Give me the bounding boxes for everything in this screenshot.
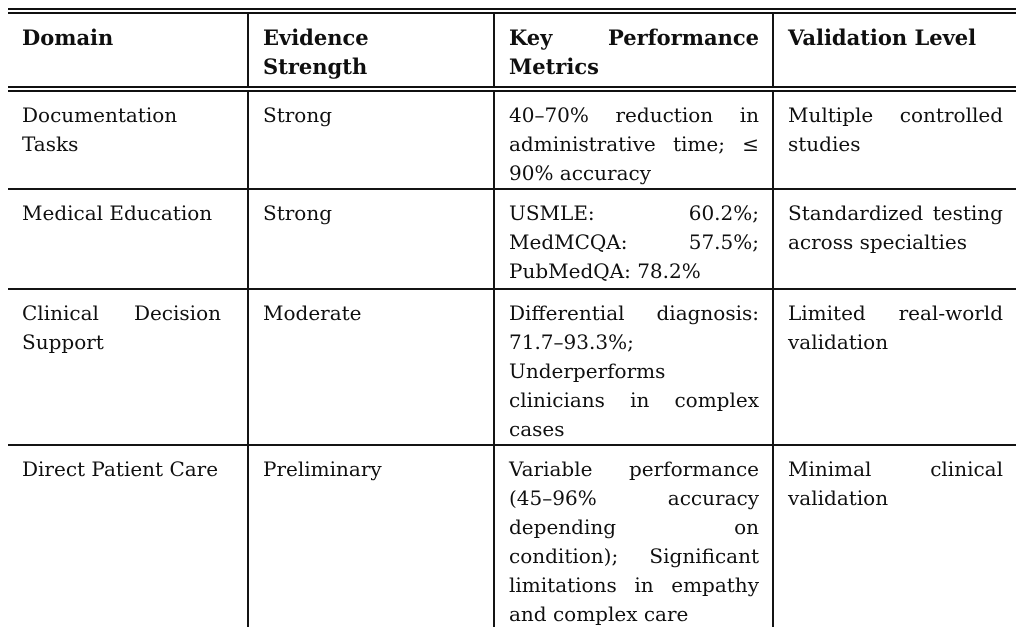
cell-domain: Documentation Tasks — [8, 89, 249, 190]
table-row-medical-education: Medical Education Strong USMLE: 60.2%; M… — [8, 189, 1016, 290]
col-header-domain: Domain — [8, 11, 249, 92]
col-header-evidence-strength: Evidence Strength — [248, 11, 495, 92]
table-row-clinical-decision-support: Clinical Decision Support Moderate Diffe… — [8, 289, 1016, 446]
table-row-direct-patient-care: Direct Patient Care Preliminary Variable… — [8, 445, 1016, 627]
col-header-validation-level: Validation Level — [773, 11, 1016, 92]
cell-domain: Direct Patient Care — [8, 445, 249, 627]
cell-evidence-strength: Strong — [248, 89, 495, 190]
cell-validation-level: Limited real-world validation — [773, 289, 1016, 446]
cell-evidence-strength: Moderate — [248, 289, 495, 446]
cell-domain: Medical Education — [8, 189, 249, 290]
cell-domain: Clinical Decision Support — [8, 289, 249, 446]
col-header-key-performance-metrics-label: Key Performance Metrics — [509, 25, 759, 79]
col-header-evidence-strength-label: Evidence Strength — [263, 25, 369, 79]
evidence-summary-table: Domain Evidence Strength Key Performance… — [8, 8, 1016, 627]
cell-validation-level: Multiple controlled studies — [773, 89, 1016, 190]
cell-key-performance-metrics: 40–70% reduction in administrative time;… — [494, 89, 774, 190]
cell-evidence-strength: Strong — [248, 189, 495, 290]
cell-validation-level: Minimal clinical validation — [788, 457, 1003, 510]
table-row-documentation-tasks: Documentation Tasks Strong 40–70% reduct… — [8, 89, 1016, 190]
cell-key-performance-metrics: Differential diagnosis: 71.7–93.3%; Unde… — [494, 289, 774, 446]
cell-key-performance-metrics: Variable performance (45–96% accuracy de… — [494, 445, 774, 627]
cell-validation-level: Standardized testing across specialties — [773, 189, 1016, 290]
col-header-domain-label: Domain — [22, 25, 114, 50]
cell-evidence-strength: Preliminary — [248, 445, 495, 627]
header-row: Domain Evidence Strength Key Performance… — [8, 11, 1016, 92]
col-header-key-performance-metrics: Key Performance Metrics — [494, 11, 774, 92]
cell-key-performance-metrics: USMLE: 60.2%; MedMCQA: 57.5%; PubMedQA: … — [494, 189, 774, 290]
col-header-validation-level-label: Validation Level — [788, 25, 977, 50]
